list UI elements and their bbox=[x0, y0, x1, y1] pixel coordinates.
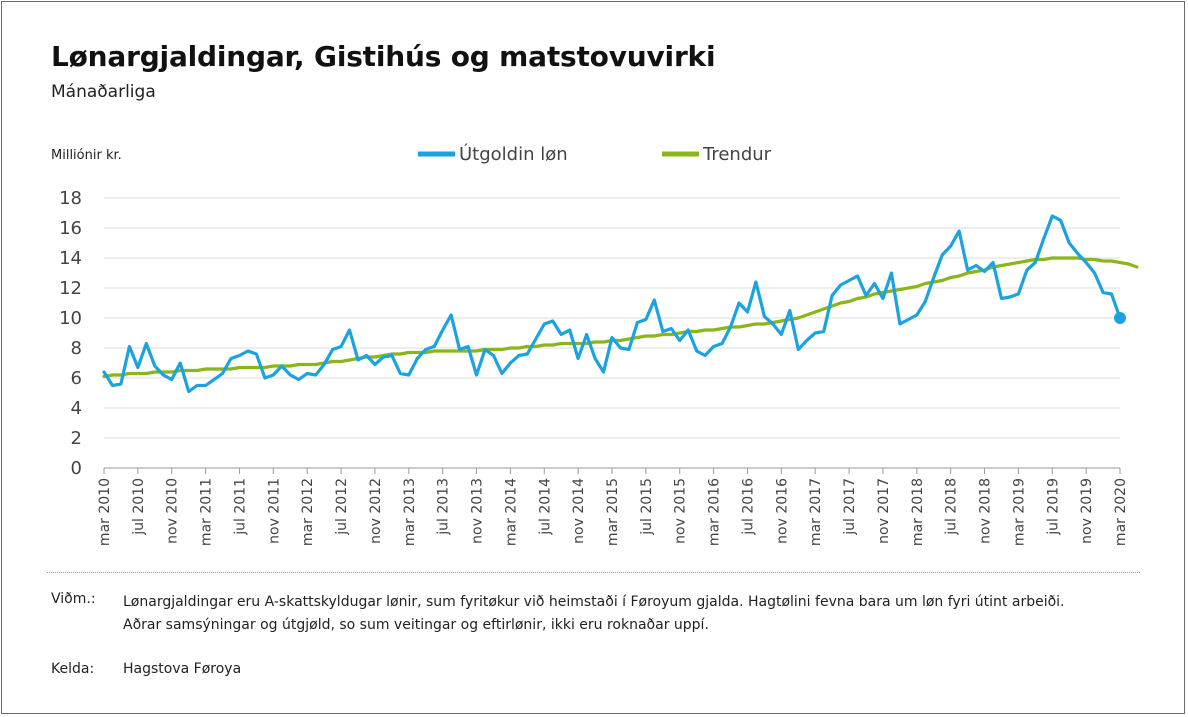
x-tick-label: nov 2018 bbox=[978, 478, 994, 544]
x-tick-label: nov 2011 bbox=[266, 478, 282, 544]
y-tick-label: 10 bbox=[59, 308, 82, 329]
x-tick-label: nov 2013 bbox=[470, 478, 486, 544]
x-tick-label: mar 2020 bbox=[1113, 478, 1129, 546]
legend-label-wages: Útgoldin løn bbox=[459, 143, 568, 165]
x-tick-label: mar 2011 bbox=[199, 478, 215, 546]
x-tick-label: mar 2013 bbox=[402, 478, 418, 546]
last-value-marker bbox=[1114, 312, 1126, 324]
x-tick-label: nov 2016 bbox=[774, 478, 790, 544]
x-tick-label: nov 2017 bbox=[876, 478, 892, 544]
x-tick-label: mar 2018 bbox=[910, 478, 926, 546]
x-tick-label: nov 2015 bbox=[673, 478, 689, 544]
x-tick-label: jul 2016 bbox=[740, 478, 756, 536]
source-text: Hagstova Føroya bbox=[123, 661, 242, 677]
x-tick-label: mar 2012 bbox=[300, 478, 316, 546]
x-tick-label: jul 2018 bbox=[944, 478, 960, 536]
y-tick-label: 6 bbox=[71, 368, 82, 389]
x-tick-label: nov 2012 bbox=[368, 478, 384, 544]
x-tick-label: mar 2015 bbox=[605, 478, 621, 546]
y-tick-label: 12 bbox=[59, 278, 82, 299]
x-tick-label: mar 2019 bbox=[1011, 478, 1027, 546]
x-tick-label: mar 2010 bbox=[97, 478, 113, 546]
y-tick-label: 16 bbox=[59, 218, 82, 239]
x-axis: mar 2010 jul 2010 nov 2010 mar 2011 jul 2011… bbox=[97, 467, 1129, 546]
x-tick-label: mar 2016 bbox=[707, 478, 723, 546]
x-tick-label: jul 2011 bbox=[232, 478, 248, 536]
x-tick-label: nov 2019 bbox=[1079, 478, 1095, 544]
y-tick-label: 0 bbox=[71, 458, 82, 479]
gridlines bbox=[104, 197, 1120, 439]
legend-label-trend: Trendur bbox=[702, 144, 772, 165]
x-tick-label: jul 2010 bbox=[131, 478, 147, 536]
x-tick-label: jul 2019 bbox=[1045, 478, 1061, 536]
series-line-wages bbox=[102, 214, 1122, 394]
x-tick-label: jul 2013 bbox=[436, 478, 452, 536]
x-tick-label: nov 2010 bbox=[165, 478, 181, 544]
y-axis-unit-label: Milliónir kr. bbox=[51, 148, 122, 163]
y-tick-label: 4 bbox=[71, 398, 82, 419]
x-tick-label: jul 2012 bbox=[334, 478, 350, 536]
y-tick-label: 14 bbox=[59, 248, 82, 269]
series-lines bbox=[102, 214, 1139, 394]
y-tick-label: 2 bbox=[71, 428, 82, 449]
y-tick-label: 8 bbox=[71, 338, 82, 359]
note-label: Viðm.: bbox=[51, 591, 96, 607]
y-axis-ticks: 0 2 4 6 8 10 12 14 16 18 bbox=[59, 188, 82, 479]
footer-separator bbox=[47, 572, 1140, 573]
series-line-trend bbox=[102, 256, 1139, 379]
chart-title: Lønargjaldingar, Gistihús og matstovuvir… bbox=[51, 40, 716, 73]
x-tick-label: mar 2017 bbox=[808, 478, 824, 546]
chart-subtitle: Mánaðarliga bbox=[51, 82, 156, 102]
x-tick-label: jul 2014 bbox=[537, 478, 553, 536]
x-tick-label: jul 2015 bbox=[639, 478, 655, 536]
x-tick-label: nov 2014 bbox=[571, 478, 587, 544]
note-text: Lønargjaldingar eru A-skattskyldugar løn… bbox=[123, 594, 1065, 633]
y-tick-label: 18 bbox=[59, 188, 82, 209]
source-label: Kelda: bbox=[51, 661, 95, 677]
x-tick-label: mar 2014 bbox=[503, 478, 519, 546]
x-tick-label: jul 2017 bbox=[842, 478, 858, 536]
legend: Útgoldin løn Trendur bbox=[418, 143, 772, 165]
